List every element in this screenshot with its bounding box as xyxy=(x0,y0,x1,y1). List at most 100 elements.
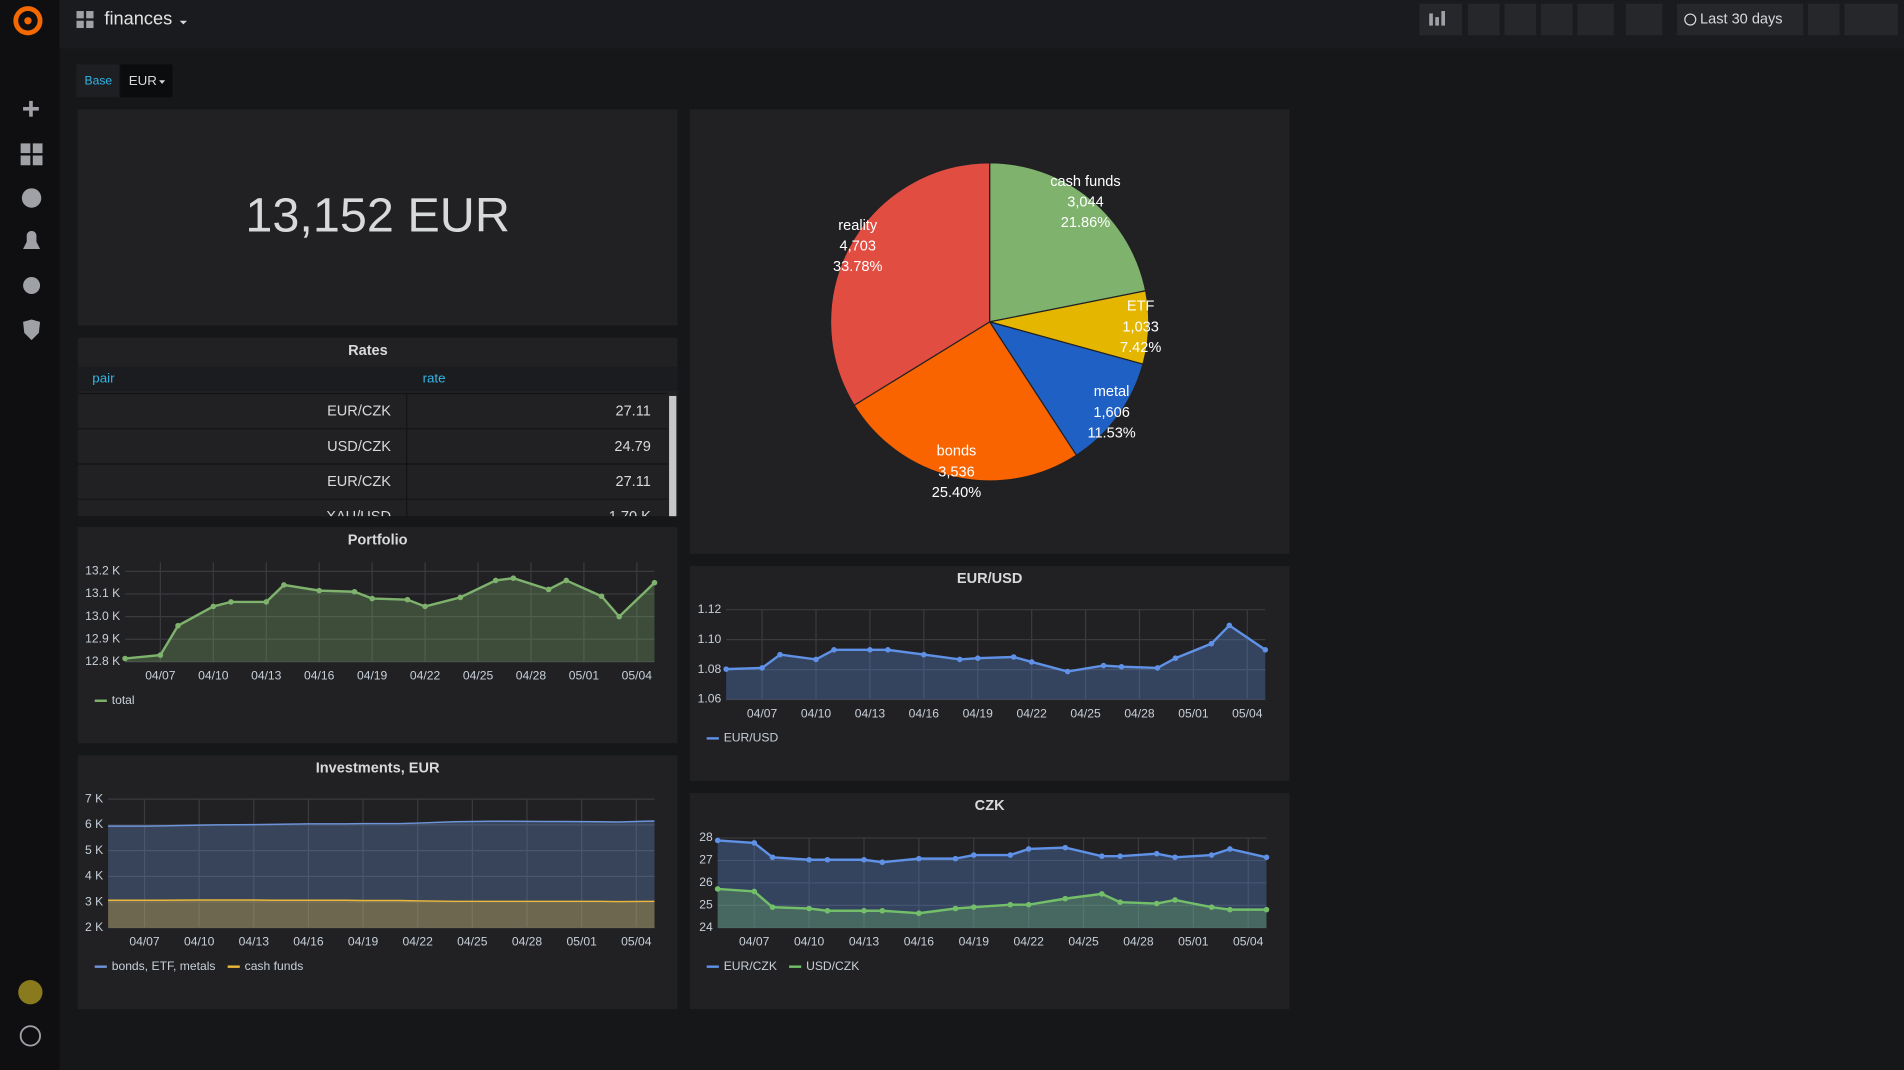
avatar[interactable] xyxy=(18,980,43,1005)
point xyxy=(970,904,977,910)
point xyxy=(885,647,891,653)
point xyxy=(316,587,322,594)
point xyxy=(813,656,819,663)
point xyxy=(1010,654,1017,660)
point xyxy=(122,655,128,662)
y-tick-label: 1.08 xyxy=(698,662,722,676)
y-tick-label: 13.2 K xyxy=(85,564,120,578)
legend-swatch xyxy=(706,965,719,968)
point xyxy=(879,907,886,914)
slice-label: metal xyxy=(1094,384,1130,400)
x-tick-label: 04/25 xyxy=(463,669,494,683)
x-tick-label: 04/22 xyxy=(403,935,434,949)
table-cell: XAU/USD xyxy=(326,509,391,525)
pie-slice xyxy=(853,321,1078,482)
panel xyxy=(77,527,678,744)
time-picker[interactable] xyxy=(1676,3,1804,36)
point xyxy=(824,856,831,863)
point xyxy=(263,599,270,605)
explore-icon[interactable] xyxy=(21,188,42,208)
point xyxy=(404,596,411,603)
slice-label: 1,606 xyxy=(1093,405,1129,421)
x-tick-label: 04/13 xyxy=(251,669,282,683)
variable-label: Base xyxy=(85,74,113,88)
dash-icon-d xyxy=(32,155,43,166)
table-cell: USD/CZK xyxy=(327,439,391,455)
slice-label: 1,033 xyxy=(1122,319,1158,335)
point xyxy=(510,575,517,581)
tv-button[interactable] xyxy=(1625,3,1663,36)
y-tick-label: 24 xyxy=(699,920,713,934)
grid-icon-d xyxy=(86,20,94,29)
clock-icon xyxy=(1684,13,1697,26)
share-button[interactable] xyxy=(1504,3,1537,36)
x-tick-label: 04/07 xyxy=(739,935,770,949)
point xyxy=(751,888,758,895)
point xyxy=(1172,854,1178,861)
y-tick-label: 2 K xyxy=(85,920,103,934)
point xyxy=(281,582,287,588)
zoom-button[interactable] xyxy=(1808,3,1840,36)
table-header xyxy=(77,366,678,392)
point xyxy=(210,603,217,610)
time-range[interactable]: Last 30 days xyxy=(1700,11,1783,27)
dashboard-title[interactable]: finances xyxy=(104,8,172,28)
y-tick-label: 28 xyxy=(699,830,713,844)
config-icon[interactable] xyxy=(23,276,41,294)
shield-icon[interactable] xyxy=(23,319,41,341)
sidebar-icons xyxy=(18,100,43,1047)
slice-label: 3,044 xyxy=(1067,194,1103,210)
refresh-button[interactable] xyxy=(1844,3,1898,36)
slice-label: bonds xyxy=(937,444,977,460)
scrollbar[interactable] xyxy=(669,395,677,517)
grid-icon-b xyxy=(86,11,94,19)
grid-icon-c xyxy=(76,20,84,29)
dash-icon[interactable] xyxy=(20,143,31,154)
add-panel-button[interactable] xyxy=(1419,3,1463,36)
x-tick-label: 04/16 xyxy=(304,669,335,683)
point xyxy=(1117,899,1123,906)
point xyxy=(1062,895,1069,902)
x-tick-label: 04/22 xyxy=(1016,706,1047,720)
legend-label: bonds, ETF, metals xyxy=(112,959,216,973)
legend-swatch xyxy=(94,699,107,702)
point xyxy=(457,594,464,601)
point xyxy=(369,595,375,602)
point xyxy=(824,907,831,914)
legend-label: total xyxy=(112,693,135,707)
table-cell: 27.11 xyxy=(615,474,650,490)
point xyxy=(974,655,981,661)
logo[interactable] xyxy=(13,6,43,36)
x-tick-label: 05/04 xyxy=(1233,935,1264,949)
point xyxy=(1028,659,1035,665)
help-icon[interactable] xyxy=(19,1025,41,1047)
point xyxy=(1007,901,1014,908)
legend-swatch xyxy=(227,965,240,968)
point xyxy=(921,651,927,658)
grid-icon xyxy=(76,11,84,19)
legend-label: cash funds xyxy=(245,959,304,973)
panel-title: Rates xyxy=(348,343,388,359)
save-button[interactable] xyxy=(1540,3,1573,36)
point xyxy=(759,665,765,671)
star-button[interactable] xyxy=(1468,3,1500,36)
y-tick-label: 13.1 K xyxy=(85,586,120,600)
point xyxy=(806,905,812,912)
point xyxy=(769,854,776,861)
settings-button[interactable] xyxy=(1577,3,1614,36)
x-tick-label: 05/01 xyxy=(1178,706,1209,720)
panel-title: Investments, EUR xyxy=(316,761,440,777)
dash-picker[interactable]: finances xyxy=(76,8,188,29)
alert-icon[interactable] xyxy=(23,230,41,250)
point xyxy=(867,647,873,653)
point xyxy=(1208,852,1215,858)
variable-value[interactable]: EUR xyxy=(129,73,158,88)
point xyxy=(952,905,959,912)
legend-label: EUR/USD xyxy=(724,731,779,745)
point xyxy=(714,837,721,844)
panel-title: EUR/USD xyxy=(957,571,1023,587)
point xyxy=(714,886,721,892)
slice-label: reality xyxy=(838,218,878,234)
y-tick-label: 12.8 K xyxy=(85,654,120,668)
x-tick-label: 04/13 xyxy=(855,706,886,720)
